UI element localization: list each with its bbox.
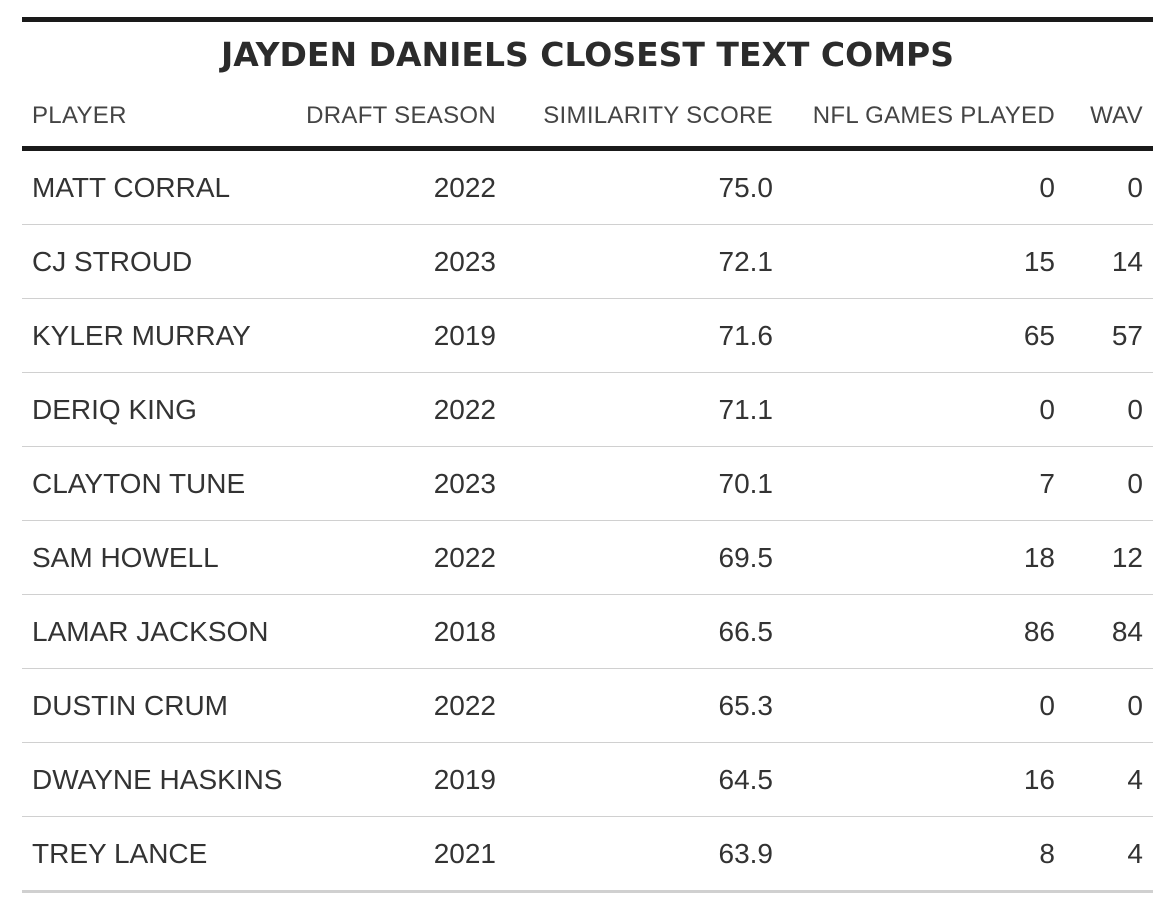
cell-nfl-games-played: 8	[783, 816, 1065, 893]
cell-draft-season: 2023	[294, 224, 506, 299]
cell-player: DERIQ KING	[22, 372, 294, 447]
table-row: MATT CORRAL 2022 75.0 0 0	[22, 148, 1153, 225]
column-header-draft-season: DRAFT SEASON	[294, 86, 506, 151]
cell-nfl-games-played: 65	[783, 298, 1065, 373]
table-row: CJ STROUD 2023 72.1 15 14	[22, 224, 1153, 299]
cell-similarity-score: 71.6	[506, 298, 783, 373]
cell-wav: 84	[1065, 594, 1153, 669]
cell-nfl-games-played: 18	[783, 520, 1065, 595]
cell-draft-season: 2021	[294, 816, 506, 893]
table-title: JAYDEN DANIELS CLOSEST TEXT COMPS	[220, 35, 954, 74]
cell-wav: 4	[1065, 742, 1153, 817]
cell-player: KYLER MURRAY	[22, 298, 294, 373]
cell-draft-season: 2018	[294, 594, 506, 669]
column-header-wav: WAV	[1065, 86, 1153, 151]
cell-wav: 14	[1065, 224, 1153, 299]
table-row: DUSTIN CRUM 2022 65.3 0 0	[22, 668, 1153, 743]
table-row: KYLER MURRAY 2019 71.6 65 57	[22, 298, 1153, 373]
cell-nfl-games-played: 15	[783, 224, 1065, 299]
cell-player: CLAYTON TUNE	[22, 446, 294, 521]
cell-player: TREY LANCE	[22, 816, 294, 893]
cell-draft-season: 2019	[294, 742, 506, 817]
cell-draft-season: 2019	[294, 298, 506, 373]
header-row: PLAYER DRAFT SEASON SIMILARITY SCORE NFL…	[22, 86, 1153, 151]
table-row: SAM HOWELL 2022 69.5 18 12	[22, 520, 1153, 595]
cell-similarity-score: 71.1	[506, 372, 783, 447]
cell-draft-season: 2023	[294, 446, 506, 521]
column-header-player: PLAYER	[22, 86, 294, 151]
cell-draft-season: 2022	[294, 520, 506, 595]
cell-similarity-score: 63.9	[506, 816, 783, 893]
top-rule	[22, 17, 1153, 22]
cell-draft-season: 2022	[294, 148, 506, 225]
table-row: DERIQ KING 2022 71.1 0 0	[22, 372, 1153, 447]
cell-similarity-score: 64.5	[506, 742, 783, 817]
cell-wav: 4	[1065, 816, 1153, 893]
cell-similarity-score: 65.3	[506, 668, 783, 743]
cell-similarity-score: 66.5	[506, 594, 783, 669]
table-header: PLAYER DRAFT SEASON SIMILARITY SCORE NFL…	[22, 86, 1153, 151]
table-row: DWAYNE HASKINS 2019 64.5 16 4	[22, 742, 1153, 817]
cell-player: MATT CORRAL	[22, 148, 294, 225]
cell-similarity-score: 72.1	[506, 224, 783, 299]
cell-player: CJ STROUD	[22, 224, 294, 299]
cell-nfl-games-played: 16	[783, 742, 1065, 817]
cell-player: DUSTIN CRUM	[22, 668, 294, 743]
table-row: LAMAR JACKSON 2018 66.5 86 84	[22, 594, 1153, 669]
cell-player: SAM HOWELL	[22, 520, 294, 595]
table-row: TREY LANCE 2021 63.9 8 4	[22, 816, 1153, 893]
cell-nfl-games-played: 86	[783, 594, 1065, 669]
cell-similarity-score: 75.0	[506, 148, 783, 225]
cell-draft-season: 2022	[294, 372, 506, 447]
cell-wav: 0	[1065, 446, 1153, 521]
table-body: MATT CORRAL 2022 75.0 0 0 CJ STROUD 2023 72.1 15…	[22, 148, 1153, 893]
comps-table-container: JAYDEN DANIELS CLOSEST TEXT COMPS PLAYER…	[22, 17, 1153, 893]
comps-table: PLAYER DRAFT SEASON SIMILARITY SCORE NFL…	[22, 86, 1153, 893]
column-header-similarity-score: SIMILARITY SCORE	[506, 86, 783, 151]
cell-similarity-score: 69.5	[506, 520, 783, 595]
table-row: CLAYTON TUNE 2023 70.1 7 0	[22, 446, 1153, 521]
cell-draft-season: 2022	[294, 668, 506, 743]
cell-nfl-games-played: 0	[783, 372, 1065, 447]
cell-wav: 0	[1065, 372, 1153, 447]
cell-player: LAMAR JACKSON	[22, 594, 294, 669]
cell-nfl-games-played: 7	[783, 446, 1065, 521]
cell-wav: 0	[1065, 668, 1153, 743]
column-header-nfl-games-played: NFL GAMES PLAYED	[783, 86, 1065, 151]
cell-nfl-games-played: 0	[783, 668, 1065, 743]
cell-wav: 0	[1065, 148, 1153, 225]
cell-wav: 12	[1065, 520, 1153, 595]
cell-similarity-score: 70.1	[506, 446, 783, 521]
cell-player: DWAYNE HASKINS	[22, 742, 294, 817]
cell-nfl-games-played: 0	[783, 148, 1065, 225]
cell-wav: 57	[1065, 298, 1153, 373]
